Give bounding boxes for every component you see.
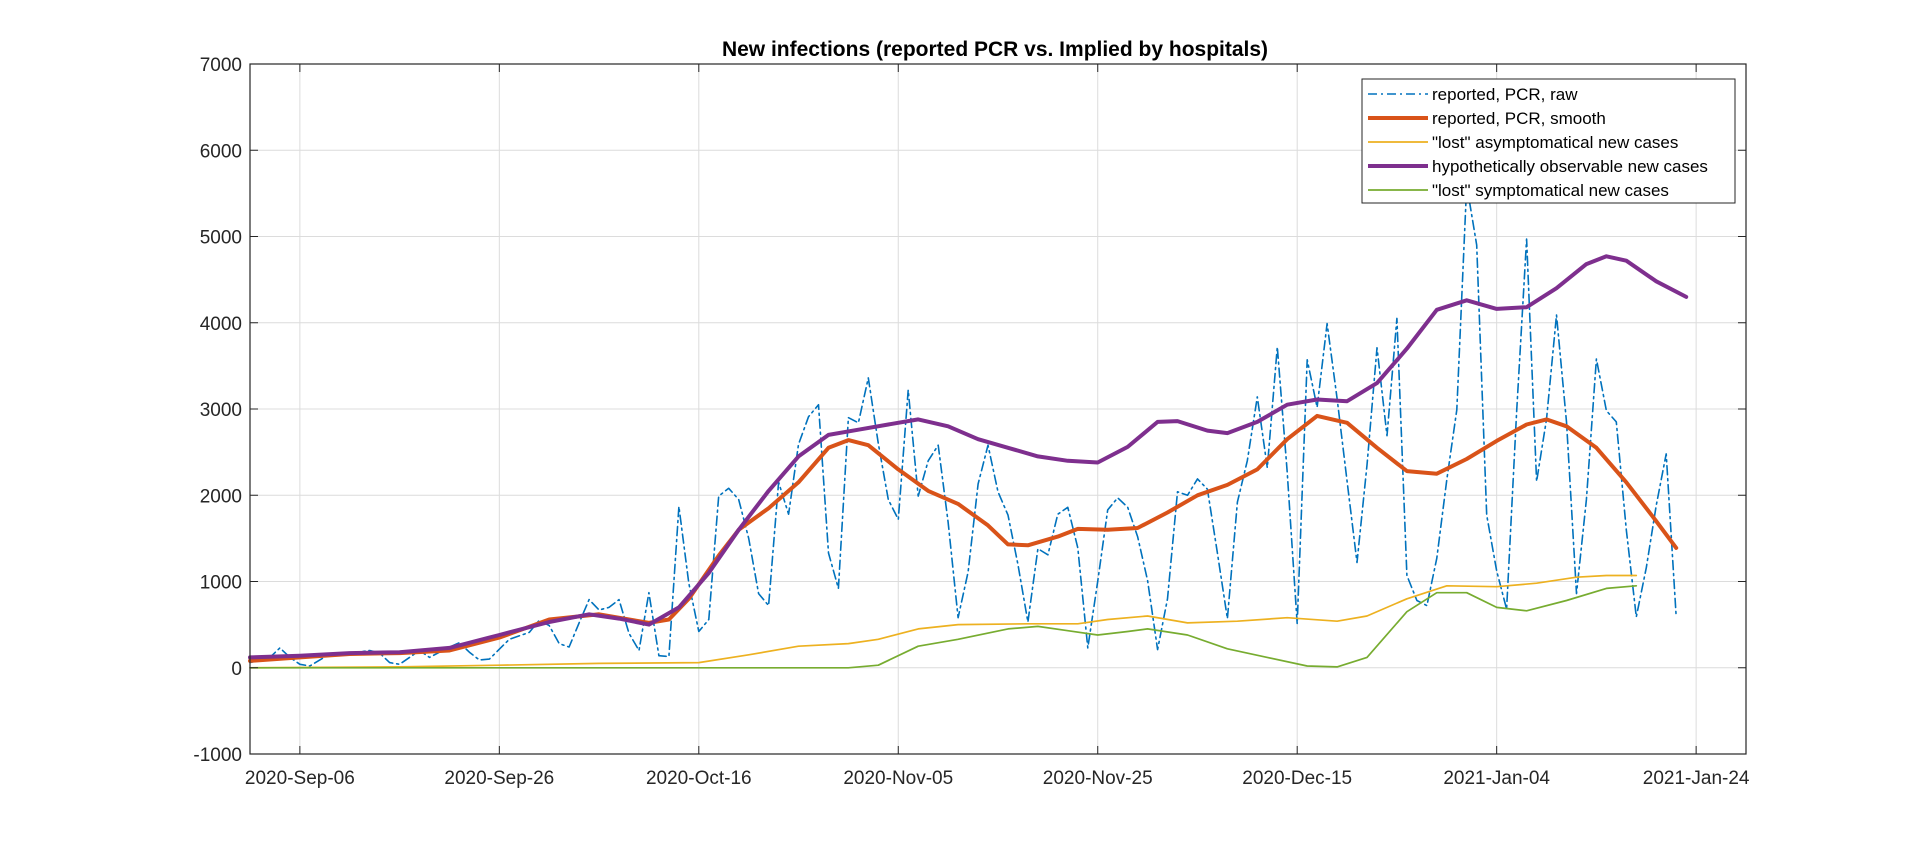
x-tick-label: 2020-Sep-06 [245,768,355,789]
y-tick-label: 0 [231,659,242,680]
x-tick-label: 2020-Sep-26 [444,768,554,789]
y-tick-label: 1000 [200,573,242,594]
x-tick-label: 2020-Nov-05 [843,768,953,789]
legend-label: reported, PCR, smooth [1432,109,1606,128]
legend-label: "lost" asymptomatical new cases [1432,133,1678,152]
legend-label: reported, PCR, raw [1432,85,1578,104]
axes: -1000 0 1000 2000 3000 4000 5000 6000 7000 2020-S… [193,55,1750,789]
x-tick-label: 2020-Nov-25 [1043,768,1153,789]
x-tick-label: 2021-Jan-24 [1643,768,1750,789]
series-line-3 [249,574,1638,669]
y-tick-label: 6000 [200,141,242,162]
legend: reported, PCR, raw reported, PCR, smooth "… [1361,78,1736,204]
y-tick-label: 2000 [200,486,242,507]
grid [250,64,1746,754]
y-tick-label: 3000 [200,400,242,421]
series-line-5 [249,584,1638,669]
legend-label: "lost" symptomatical new cases [1432,181,1669,200]
series-lines [248,184,1689,669]
legend-box [1361,78,1736,204]
series-line-1 [249,184,1677,667]
chart-title: New infections (reported PCR vs. Implied… [722,38,1268,61]
x-tick-label: 2020-Dec-15 [1242,768,1352,789]
x-tick-label: 2021-Jan-04 [1443,768,1550,789]
legend-label: hypothetically observable new cases [1432,157,1708,176]
y-tick-label: -1000 [193,745,242,766]
y-tick-label: 7000 [200,55,242,76]
x-tick-label: 2020-Oct-16 [646,768,752,789]
y-tick-label: 5000 [200,228,242,249]
series-line-4 [248,254,1689,660]
y-tick-label: 4000 [200,314,242,335]
